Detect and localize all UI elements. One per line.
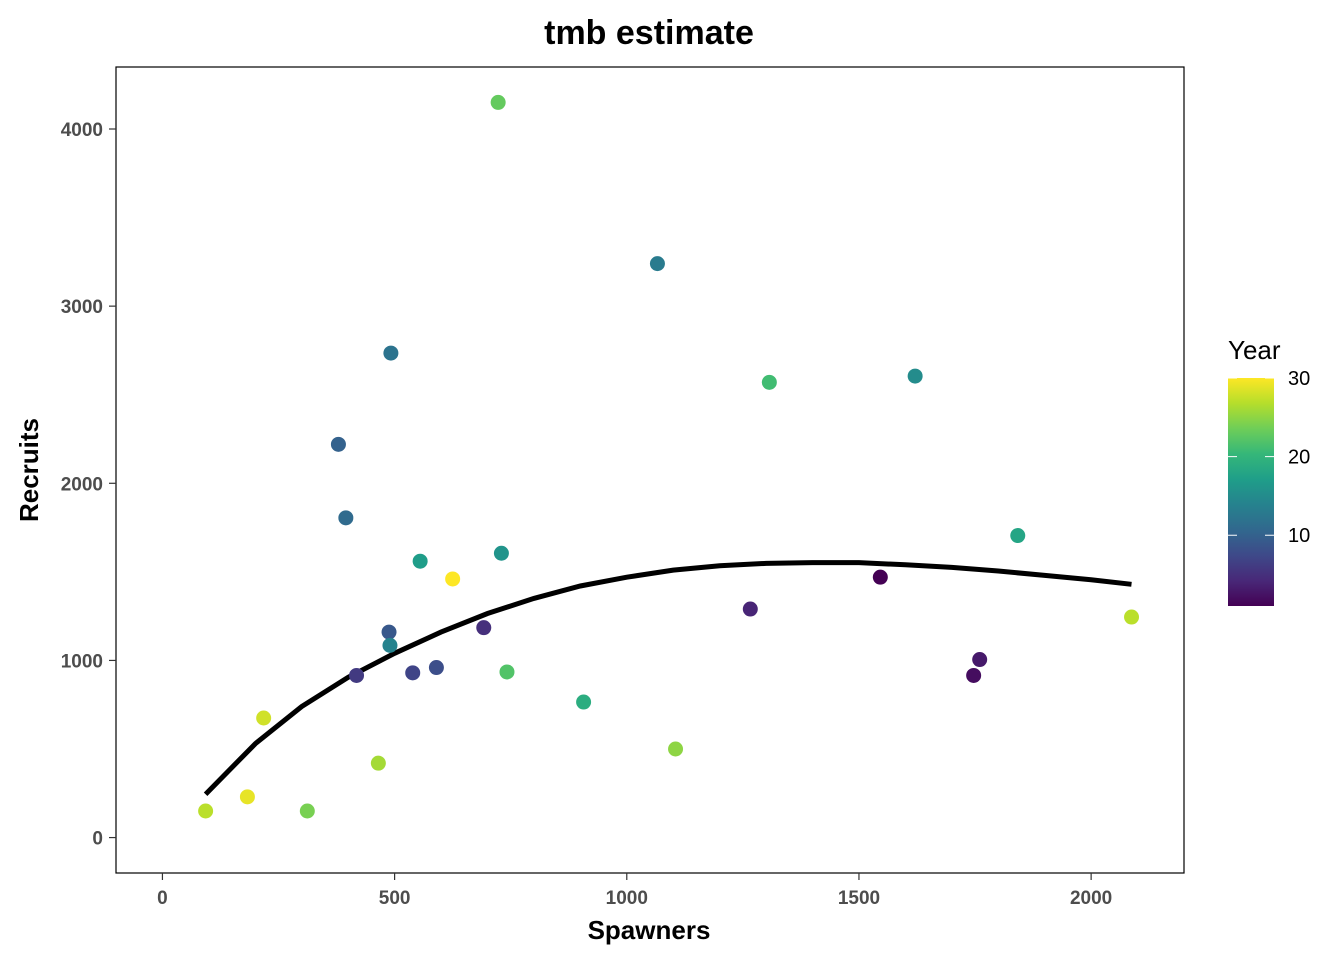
data-point: [445, 571, 461, 587]
data-point: [412, 553, 428, 569]
fitted-curve: [203, 560, 1132, 796]
data-point: [493, 545, 509, 561]
y-tick-label: 1000: [61, 651, 103, 672]
data-point: [256, 710, 272, 726]
data-point: [370, 755, 386, 771]
data-point: [299, 803, 315, 819]
data-point: [742, 601, 758, 617]
data-point: [668, 741, 684, 757]
legend-tick-label: 30: [1288, 368, 1310, 390]
y-tick-label: 2000: [61, 474, 103, 495]
scatter-points: [198, 94, 1140, 819]
legend: Year 10 20 30: [1228, 335, 1310, 606]
data-point: [1124, 609, 1140, 625]
data-point: [349, 667, 365, 683]
data-point: [972, 652, 988, 668]
y-tick-label: 0: [92, 829, 103, 850]
data-point: [872, 569, 888, 585]
data-point: [907, 368, 923, 384]
y-tick-label: 4000: [61, 120, 103, 141]
data-point: [405, 665, 421, 681]
legend-tick-label: 10: [1288, 525, 1310, 547]
data-point: [383, 345, 399, 361]
x-tick-label: 500: [379, 888, 411, 909]
data-point: [649, 256, 665, 272]
legend-ticks: 10 20 30: [1228, 368, 1310, 547]
legend-title: Year: [1228, 335, 1281, 365]
data-point: [382, 637, 398, 653]
y-axis: 0 1000 2000 3000 4000: [61, 120, 116, 850]
data-point: [1010, 528, 1026, 544]
data-point: [381, 624, 397, 640]
data-point: [761, 374, 777, 390]
x-tick-label: 2000: [1070, 888, 1112, 909]
x-tick-label: 1000: [606, 888, 648, 909]
data-point: [499, 664, 515, 680]
y-axis-label: Recruits: [14, 418, 44, 522]
y-tick-label: 3000: [61, 297, 103, 318]
data-point: [198, 803, 214, 819]
data-point: [490, 94, 506, 110]
plot-frame: [115, 66, 1185, 874]
data-point: [966, 667, 982, 683]
data-point: [338, 510, 354, 526]
x-tick-label: 1500: [838, 888, 880, 909]
data-point: [476, 620, 492, 636]
legend-colorbar: [1228, 378, 1274, 606]
chart-title: tmb estimate: [544, 14, 754, 52]
data-point: [330, 436, 346, 452]
x-axis-label: Spawners: [588, 915, 711, 945]
data-point: [576, 694, 592, 710]
data-point: [428, 660, 444, 676]
x-tick-label: 0: [157, 888, 168, 909]
data-point: [239, 789, 255, 805]
x-axis: 0 500 1000 1500 2000: [157, 873, 1112, 909]
legend-tick-label: 20: [1288, 447, 1310, 469]
